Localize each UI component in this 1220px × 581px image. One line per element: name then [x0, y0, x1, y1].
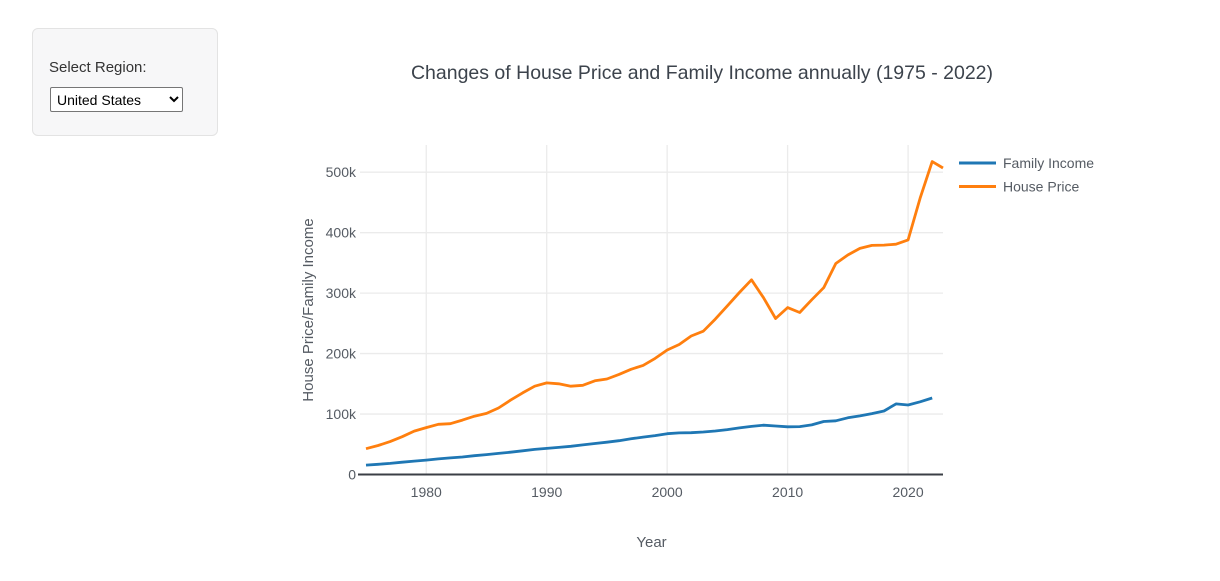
x-tick-1990: 1990: [531, 484, 562, 500]
y-tick-200k: 200k: [326, 346, 357, 362]
x-tick-2020: 2020: [892, 484, 923, 500]
legend: Family Income House Price: [959, 155, 1094, 195]
region-select[interactable]: United States: [50, 87, 183, 112]
y-axis-title: House Price/Family Income: [300, 218, 317, 401]
region-select-label: Select Region:: [49, 59, 147, 76]
y-tick-500k: 500k: [326, 164, 357, 180]
legend-label-family-income: Family Income: [1003, 155, 1094, 171]
x-axis-title: Year: [636, 534, 666, 551]
legend-label-house-price: House Price: [1003, 179, 1079, 195]
y-tick-300k: 300k: [326, 285, 357, 301]
chart-title: Changes of House Price and Family Income…: [410, 62, 994, 84]
y-tick-400k: 400k: [326, 225, 357, 241]
x-tick-2000: 2000: [652, 484, 683, 500]
legend-item-house-price[interactable]: House Price: [959, 179, 1079, 195]
x-tick-2010: 2010: [772, 484, 803, 500]
y-tick-100k: 100k: [326, 406, 357, 422]
region-select-panel: Select Region: United States: [32, 28, 218, 136]
y-tick-0: 0: [348, 467, 356, 483]
tick-labels: 1980 1990 2000 2010 2020 0 100k 200k 300k 400k 500…: [326, 164, 924, 500]
series-line-house-price: [365, 160, 944, 451]
gridlines: [360, 145, 943, 475]
x-tick-1980: 1980: [411, 484, 442, 500]
series-line-family-income: [365, 396, 933, 467]
legend-item-family-income[interactable]: Family Income: [959, 155, 1094, 171]
